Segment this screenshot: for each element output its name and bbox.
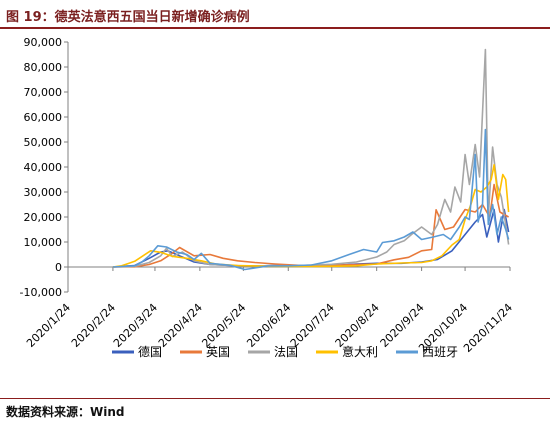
chart-area: -10,000 0 10,000 20,000 30,000 40,000 50,000 60…: [0, 30, 550, 395]
x-axis: 2020/1/242020/2/242020/3/242020/4/242020…: [24, 266, 515, 355]
y-tick-label: 90,000: [24, 36, 63, 49]
line-chart: -10,000 0 10,000 20,000 30,000 40,000 50,000 60…: [20, 36, 516, 359]
x-tick-label: 2020/8/24: [333, 301, 382, 350]
series-line-3: [112, 48, 510, 268]
x-tick-label: 2020/2/24: [69, 301, 118, 350]
source-rule: [0, 398, 550, 399]
y-tick-label: 30,000: [24, 186, 63, 199]
y-axis: -10,000 0 10,000 20,000 30,000 40,000 50,000 60…: [20, 36, 69, 299]
series-line-5: [112, 128, 510, 271]
y-tick-label: 10,000: [24, 236, 63, 249]
y-tick-label: 0: [55, 261, 62, 274]
y-tick-label: 50,000: [24, 136, 63, 149]
title-rule: [0, 27, 550, 29]
x-tick-label: 2020/3/24: [111, 301, 160, 350]
y-tick-label: -10,000: [20, 286, 62, 299]
legend-label-5: 西班牙: [422, 345, 458, 359]
figure-source: 数据资料来源：Wind: [6, 405, 125, 419]
x-tick-label: 2020/6/24: [244, 301, 293, 350]
x-tick-label: 2020/4/24: [156, 301, 205, 350]
x-tick-label: 2020/7/24: [288, 301, 337, 350]
legend-label-3: 法国: [274, 345, 298, 359]
series-line-4: [112, 164, 510, 268]
x-tick-label: 2020/1/24: [24, 301, 73, 350]
series-lines: [112, 48, 510, 271]
y-tick-label: 40,000: [24, 161, 63, 174]
y-tick-label: 60,000: [24, 111, 63, 124]
legend-label-1: 德国: [138, 344, 162, 359]
series-line-2: [112, 183, 509, 268]
figure-title: 图 19：德英法意西五国当日新增确诊病例: [6, 10, 250, 25]
x-tick-label: 2020/11/24: [461, 301, 515, 355]
legend: 德国 英国 法国 意大利 西班牙: [112, 344, 458, 359]
y-tick-label: 20,000: [24, 211, 63, 224]
x-tick-label: 2020/5/24: [199, 301, 248, 350]
legend-label-2: 英国: [206, 345, 230, 359]
figure-header: 图 19：德英法意西五国当日新增确诊病例: [0, 0, 550, 30]
legend-label-4: 意大利: [342, 344, 378, 359]
y-tick-label: 70,000: [24, 86, 63, 99]
y-tick-label: 80,000: [24, 61, 63, 74]
